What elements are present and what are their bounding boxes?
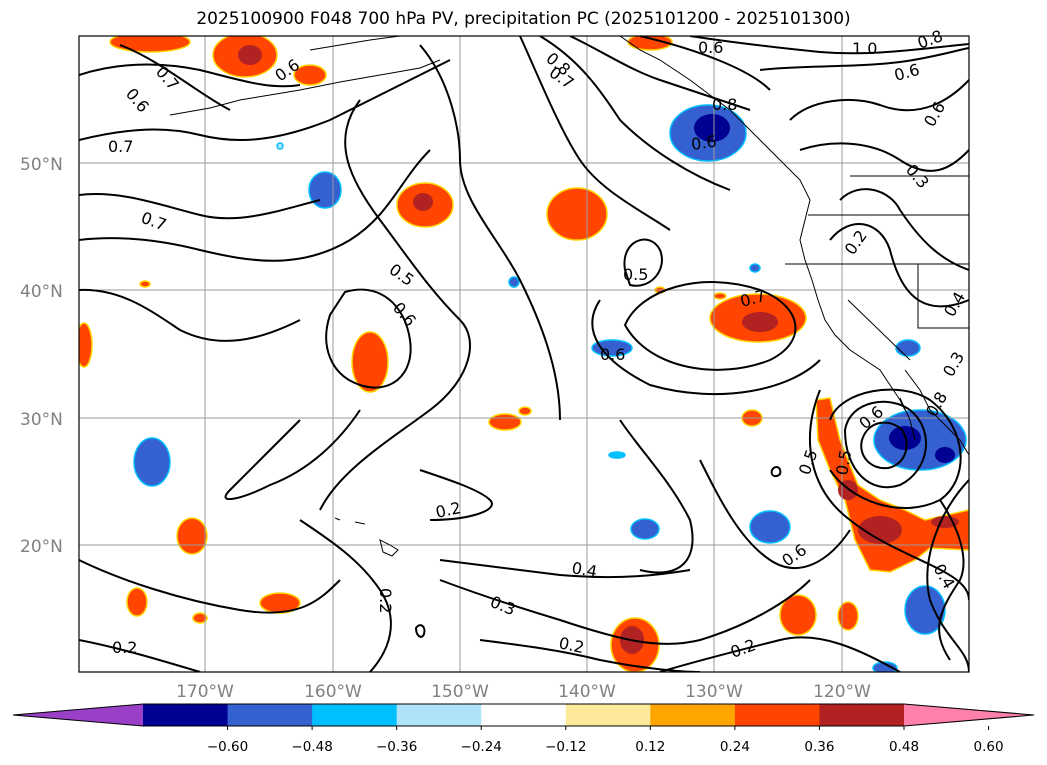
contour-label: 0.2 xyxy=(376,588,395,613)
lon-label: 140°W xyxy=(558,682,616,702)
contour-label: 0.4 xyxy=(940,288,969,320)
contour-label: 0.6 xyxy=(698,38,723,57)
colorbar-tick-label: −0.12 xyxy=(545,739,586,755)
lat-label: 20°N xyxy=(20,537,63,557)
colorbar-outline xyxy=(12,703,1035,727)
precip-positive-areas xyxy=(79,36,969,672)
precip-negative-areas xyxy=(133,104,967,672)
contour-label: 0.7 xyxy=(139,208,169,235)
lat-label: 30°N xyxy=(20,410,63,430)
longitude-labels: 170°W 160°W 150°W 140°W 130°W 120°W xyxy=(176,682,871,702)
colorbar-tick-label: −0.36 xyxy=(376,739,417,755)
contour-label: 0.6 xyxy=(892,60,922,85)
contour-label: 0.3 xyxy=(939,348,968,380)
contour-label: 0.6 xyxy=(690,132,718,154)
contour-label: 0.4 xyxy=(570,558,598,581)
lon-label: 150°W xyxy=(431,682,489,702)
lon-label: 130°W xyxy=(685,682,743,702)
colorbar-segment xyxy=(481,704,567,726)
colorbar-segment xyxy=(143,704,229,726)
colorbar-segment xyxy=(227,704,313,726)
lat-label: 50°N xyxy=(20,155,63,175)
colorbar-tick-label: 0.60 xyxy=(974,739,1004,755)
contour-label: 0.2 xyxy=(434,498,463,522)
contour-label: 0.2 xyxy=(841,227,871,259)
contour-label: 0.8 xyxy=(915,26,945,53)
contour-label: 0.6 xyxy=(122,84,153,116)
contour-label: 0.2 xyxy=(728,635,758,662)
colorbar-segment xyxy=(734,704,820,726)
colorbar-segment xyxy=(396,704,482,726)
colorbar-tick-label: −0.24 xyxy=(461,739,502,755)
pv-contours xyxy=(79,36,969,672)
lon-label: 160°W xyxy=(304,682,362,702)
contour-label: 0.3 xyxy=(488,592,519,619)
colorbar-extend-low xyxy=(13,704,143,726)
graticule xyxy=(79,36,969,672)
colorbar-tick-label: −0.48 xyxy=(291,739,332,755)
colorbar-tick-label: −0.60 xyxy=(207,739,248,755)
colorbar: −0.60 −0.48 −0.36 −0.24 −0.12 0.12 0.24 0.36 0.4… xyxy=(12,703,1035,755)
contour-label: 0.5 xyxy=(623,265,648,284)
contour-label: 0.2 xyxy=(112,638,137,657)
colorbar-segment xyxy=(312,704,398,726)
contour-label: 0.8 xyxy=(712,95,737,114)
contour-label: 0.6 xyxy=(920,98,949,130)
lat-label: 40°N xyxy=(20,282,63,302)
colorbar-tick-label: 0.12 xyxy=(635,739,665,755)
contour-label: 0.5 xyxy=(795,447,822,477)
lon-label: 120°W xyxy=(813,682,871,702)
contour-labels: 0.6 0.7 0.7 0.7 0.6 0.5 0.6 0.2 0.2 0.2 … xyxy=(108,26,969,662)
colorbar-segment xyxy=(650,704,736,726)
contour-label: 1.0 xyxy=(852,39,877,58)
colorbar-tick-label: 0.48 xyxy=(889,739,919,755)
contour-label: 0.6 xyxy=(600,345,625,364)
contour-label: 0.2 xyxy=(557,633,586,657)
map-title: 2025100900 F048 700 hPa PV, precipitatio… xyxy=(196,9,851,29)
colorbar-tick-label: 0.24 xyxy=(720,739,750,755)
contour-label: 0.5 xyxy=(832,448,855,476)
colorbar-tick-label: 0.36 xyxy=(804,739,834,755)
lon-label: 170°W xyxy=(176,682,234,702)
colorbar-extend-high xyxy=(904,704,1034,726)
latitude-labels: 50°N 40°N 30°N 20°N xyxy=(20,155,63,557)
map-frame xyxy=(78,35,970,673)
map-plot-area xyxy=(79,36,969,672)
colorbar-segment xyxy=(565,704,651,726)
colorbar-segment xyxy=(819,704,905,726)
contour-label: 0.7 xyxy=(108,137,133,156)
